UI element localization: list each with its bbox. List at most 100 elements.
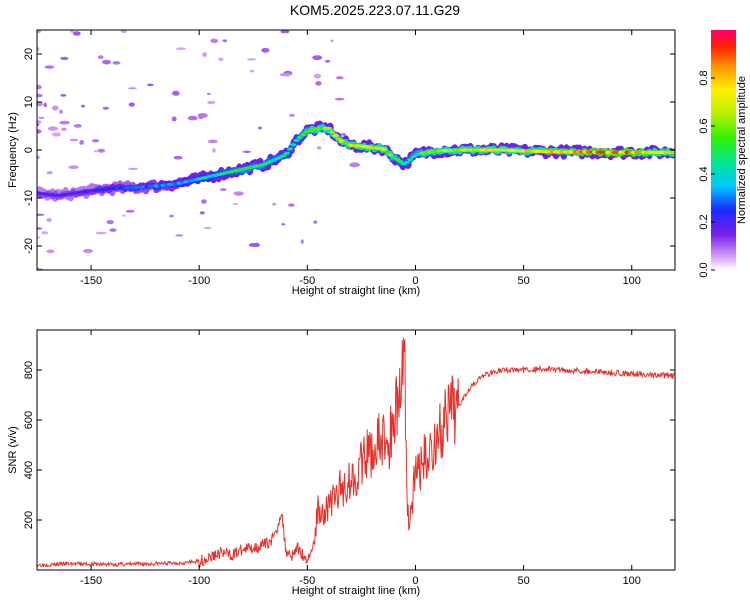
x-tick-label: -100	[188, 275, 210, 287]
spectrogram-y-ticks: -20 -10 0 10 20	[23, 48, 675, 254]
x-tick-label: 0	[412, 575, 418, 587]
ridge-core-cell	[280, 154, 287, 158]
noise-cell	[97, 55, 104, 59]
noise-cell	[210, 38, 219, 43]
chart-title: KOM5.2025.223.07.11.G29	[290, 2, 460, 18]
noise-cell	[175, 234, 184, 237]
noise-cell	[171, 116, 177, 122]
x-tick-label: 50	[517, 275, 529, 287]
ridge-core-cell	[407, 158, 414, 162]
noise-cell	[312, 55, 323, 61]
noise-cell	[197, 113, 208, 118]
noise-cell	[349, 162, 360, 168]
noise-cell	[283, 73, 291, 77]
ridge-core-cell	[335, 137, 342, 141]
spectrogram-x-ticks: -150 -100 -50 0 50 100	[80, 30, 641, 287]
noise-cell	[233, 202, 238, 205]
noise-cell	[207, 100, 216, 105]
x-tick-label: -150	[80, 275, 102, 287]
noise-cell	[289, 113, 295, 117]
colorbar: 0.0 0.2 0.4 0.6 0.8 Normalized spectral ampl…	[698, 30, 748, 278]
spectrogram-y-label: Frequency (Hz)	[7, 112, 19, 188]
noise-cell	[330, 39, 334, 43]
noise-cell	[72, 31, 81, 36]
x-tick-label: -150	[80, 575, 102, 587]
noise-cell	[106, 220, 114, 225]
spectrogram-marks	[37, 30, 675, 270]
noise-cell	[37, 213, 45, 216]
noise-cell	[334, 97, 345, 101]
noise-cell	[206, 92, 211, 95]
noise-cell	[95, 231, 107, 235]
ridge-core-cell	[410, 155, 417, 159]
colorbar-tick-label: 0.4	[698, 166, 710, 181]
noise-cell	[37, 84, 42, 90]
noise-cell	[41, 231, 49, 235]
colorbar-ticks: 0.0 0.2 0.4 0.6 0.8	[698, 70, 715, 278]
noise-cell	[70, 30, 74, 33]
noise-cell	[203, 227, 212, 229]
noise-cell	[172, 90, 180, 96]
ridge-core-cell	[384, 150, 391, 154]
noise-cell	[169, 214, 174, 218]
x-tick-label: -50	[299, 575, 315, 587]
y-tick-label: 600	[23, 411, 35, 429]
colorbar-gradient	[711, 30, 736, 270]
noise-cell	[102, 59, 111, 65]
x-tick-label: 100	[623, 575, 641, 587]
noise-cell	[288, 203, 295, 207]
noise-cell	[37, 129, 42, 134]
ridge-core-cell	[287, 147, 293, 151]
noise-cell	[37, 227, 43, 230]
noise-cell	[128, 167, 139, 170]
colorbar-label: Normalized spectral amplitude	[736, 76, 748, 224]
noise-cell	[252, 242, 260, 248]
ridge-core-cell	[381, 147, 388, 151]
y-tick-label: -10	[23, 190, 35, 206]
noise-cell	[61, 127, 67, 131]
noise-cell	[37, 46, 40, 52]
ridge-core-cell	[403, 160, 410, 165]
noise-cell	[261, 47, 270, 53]
noise-cell	[313, 73, 322, 79]
noise-cell	[37, 155, 40, 159]
noise-cell	[46, 217, 52, 222]
noise-cell	[120, 30, 128, 33]
ridge-core-cell	[296, 135, 303, 140]
ridge-core-cell	[669, 150, 675, 154]
noise-cell	[47, 126, 59, 131]
colorbar-tick-label: 0.8	[698, 70, 710, 85]
y-tick-label: -20	[23, 238, 35, 254]
noise-cell	[175, 47, 187, 50]
ridge-core-cell	[293, 138, 300, 142]
snr-y-ticks: 200 400 600 800	[23, 361, 675, 529]
noise-cell	[60, 94, 67, 97]
y-tick-label: 800	[23, 361, 35, 379]
noise-cell	[315, 81, 322, 86]
noise-cell	[207, 139, 218, 144]
noise-cell	[222, 39, 228, 43]
ridge-core-cell	[390, 155, 397, 159]
ridge-core-cell	[387, 153, 394, 157]
noise-cell	[218, 57, 224, 62]
noise-cell	[46, 249, 55, 254]
x-tick-label: 100	[623, 275, 641, 287]
noise-cell	[37, 102, 44, 107]
noise-cell	[73, 124, 82, 128]
snr-frame	[36, 329, 676, 571]
noise-cell	[51, 132, 62, 137]
x-tick-label: 50	[517, 575, 529, 587]
noise-cell	[325, 60, 331, 63]
noise-cell	[37, 120, 42, 124]
noise-cell	[272, 202, 277, 206]
snr-panel: -150 -100 -50 0 50 100 200 400 600 800 Height of…	[7, 329, 676, 597]
noise-cell	[125, 209, 135, 213]
colorbar-tick-label: 0.6	[698, 118, 710, 133]
y-tick-label: 10	[23, 96, 35, 108]
noise-cell	[202, 52, 207, 57]
noise-cell	[79, 140, 85, 145]
noise-cell	[109, 228, 117, 232]
y-tick-label: 200	[23, 511, 35, 529]
